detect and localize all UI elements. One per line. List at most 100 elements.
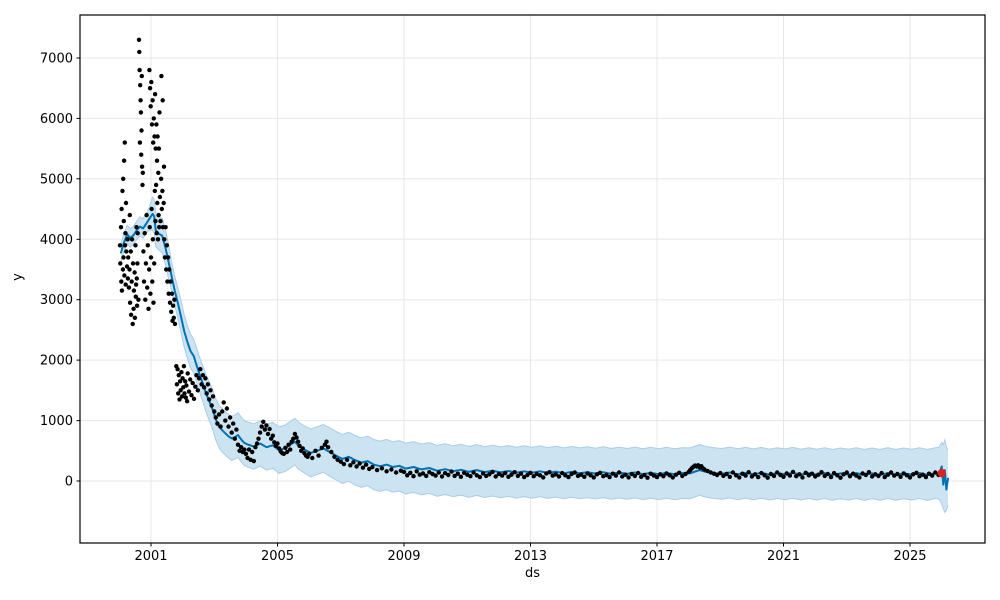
data-point	[127, 212, 132, 218]
data-point	[616, 470, 622, 475]
forecast-line	[120, 212, 949, 491]
data-point	[142, 231, 147, 236]
data-point	[933, 470, 938, 475]
data-point	[139, 164, 145, 169]
data-point	[134, 276, 139, 281]
data-point	[125, 237, 130, 242]
data-point	[158, 218, 163, 224]
data-point	[137, 49, 142, 55]
data-point	[604, 472, 609, 478]
data-point	[164, 267, 169, 272]
observed-points	[117, 37, 941, 480]
y-tick-label: 6000	[40, 112, 73, 127]
y-axis-label: y	[10, 273, 26, 281]
data-point	[220, 409, 225, 414]
data-point	[229, 430, 234, 435]
data-point	[157, 225, 162, 230]
data-point	[140, 182, 145, 188]
data-point	[169, 291, 175, 296]
data-point	[153, 182, 159, 188]
data-point	[166, 291, 171, 296]
data-point	[264, 423, 269, 428]
data-point	[267, 426, 272, 432]
data-point	[338, 459, 343, 464]
uncertainty-band	[121, 197, 948, 513]
data-point	[664, 471, 669, 476]
data-point	[626, 475, 631, 480]
data-point	[869, 474, 875, 479]
data-point	[188, 377, 193, 382]
data-point	[194, 373, 199, 378]
data-point	[607, 474, 612, 480]
data-point	[332, 454, 337, 459]
data-point	[257, 430, 263, 435]
data-point	[126, 285, 132, 290]
data-point	[135, 261, 140, 266]
data-point	[420, 471, 426, 476]
data-point	[319, 445, 324, 450]
x-tick-label: 2017	[640, 549, 673, 564]
y-tick-label: 4000	[40, 233, 73, 248]
data-point	[134, 225, 139, 230]
data-point	[556, 474, 562, 479]
data-point	[727, 474, 732, 479]
data-point	[164, 243, 169, 248]
x-tick-label: 2005	[261, 549, 294, 564]
data-point	[632, 473, 638, 479]
data-point	[275, 441, 280, 446]
data-point	[121, 176, 126, 181]
y-tick-label: 2000	[40, 354, 73, 369]
grid-lines	[80, 15, 985, 543]
data-point	[169, 309, 174, 314]
data-point	[120, 267, 126, 272]
data-point	[794, 474, 799, 479]
data-point	[151, 140, 156, 145]
data-point	[525, 472, 530, 478]
data-point	[176, 391, 181, 396]
data-point	[597, 470, 603, 475]
data-point	[172, 297, 177, 302]
data-point	[159, 206, 164, 212]
data-point	[156, 212, 161, 218]
data-point	[179, 370, 184, 375]
data-point	[389, 467, 394, 472]
data-point	[150, 237, 156, 242]
data-point	[213, 415, 218, 420]
data-point	[131, 306, 136, 311]
data-point	[335, 457, 340, 462]
data-point	[721, 473, 726, 479]
data-point	[408, 470, 413, 475]
data-point	[588, 473, 593, 478]
data-point	[393, 470, 399, 475]
data-point	[756, 474, 761, 480]
uncertainty-band-upper-edge	[120, 195, 949, 451]
data-point	[150, 98, 155, 103]
data-point	[227, 415, 233, 420]
data-point	[907, 475, 913, 480]
data-point	[439, 474, 445, 479]
data-point	[553, 472, 558, 477]
data-point	[424, 473, 429, 479]
data-point	[283, 445, 288, 450]
data-point	[148, 104, 153, 109]
data-point	[146, 306, 151, 311]
data-point	[743, 473, 748, 478]
data-point	[405, 473, 410, 478]
data-point	[179, 394, 185, 399]
data-point	[242, 447, 247, 452]
data-point	[518, 471, 524, 476]
x-tick-label: 2009	[387, 549, 420, 564]
data-point	[914, 470, 919, 475]
data-point	[137, 140, 143, 145]
data-point	[265, 431, 271, 437]
data-point	[136, 297, 141, 302]
data-point	[246, 447, 252, 452]
data-point	[156, 170, 161, 175]
data-point	[127, 267, 132, 272]
data-point	[139, 128, 144, 133]
data-point	[141, 249, 146, 254]
data-point	[120, 188, 125, 194]
data-point	[123, 282, 128, 287]
data-point	[123, 200, 129, 206]
